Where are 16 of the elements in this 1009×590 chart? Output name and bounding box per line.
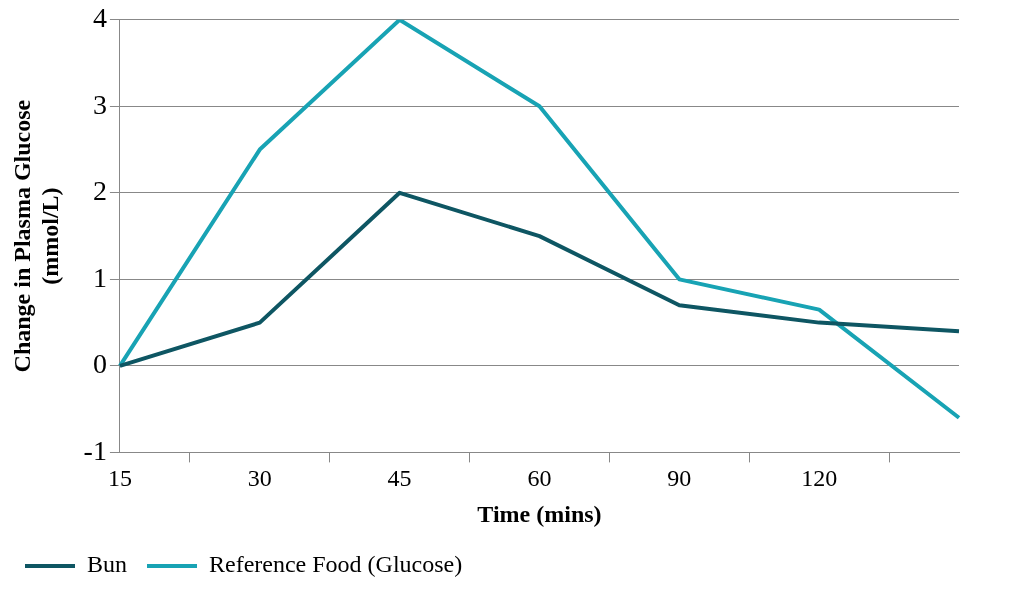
- y-tick-label: 3: [92, 88, 107, 120]
- y-tick-label: -1: [83, 434, 107, 466]
- x-axis-title: Time (mins): [477, 500, 602, 527]
- x-tick-label: 120: [801, 465, 838, 492]
- x-tick-label: 15: [107, 465, 132, 492]
- legend-label: Bun: [87, 551, 128, 578]
- y-tick-label: 1: [92, 261, 107, 293]
- x-tick-label: 45: [387, 465, 412, 492]
- y-tick-label: 0: [92, 348, 107, 380]
- x-tick-label: 90: [667, 465, 692, 492]
- legend-label: Reference Food (Glucose): [209, 551, 463, 578]
- y-axis-title: Change in Plasma Glucose (mmol/L): [8, 99, 64, 373]
- y-tick-label: 4: [92, 2, 107, 34]
- y-tick-label: 2: [92, 175, 107, 207]
- x-tick-label: 30: [247, 465, 272, 492]
- x-tick-label: 60: [527, 465, 552, 492]
